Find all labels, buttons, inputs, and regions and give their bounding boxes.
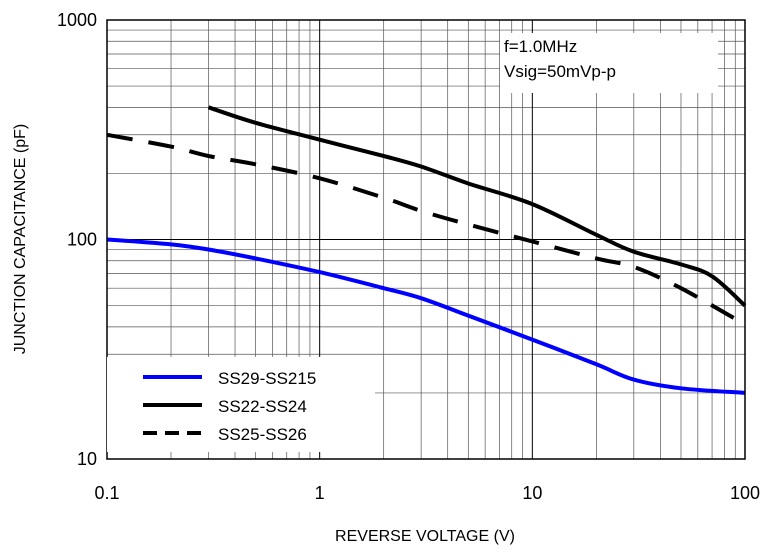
- x-tick-label: 1: [315, 483, 325, 503]
- x-axis-label: REVERSE VOLTAGE (V): [335, 528, 515, 545]
- y-axis-label: JUNCTION CAPACITANCE (pF): [12, 124, 29, 355]
- annotation-box: f=1.0MHz Vsig=50mVp-p: [500, 33, 718, 93]
- annotation-frequency: f=1.0MHz: [504, 37, 577, 56]
- x-tick-label: 100: [730, 483, 760, 503]
- annotation-signal: Vsig=50mVp-p: [504, 62, 616, 81]
- y-tick-label: 100: [67, 230, 97, 250]
- legend-label-ss22-ss24: SS22-SS24: [218, 397, 307, 416]
- series-line-ss22-ss24: [207, 105, 747, 308]
- series-layer: [106, 105, 747, 395]
- series-line-ss29-ss215: [106, 237, 746, 395]
- legend-label-ss25-ss26: SS25-SS26: [218, 425, 307, 444]
- tick-labels: 0.1 1 10 100 10 100 1000: [57, 10, 760, 503]
- series-line-ss25-ss26: [106, 132, 746, 327]
- legend-label-ss29-ss215: SS29-SS215: [218, 369, 316, 388]
- x-tick-label: 0.1: [94, 483, 119, 503]
- x-tick-label: 10: [522, 483, 542, 503]
- plot-frame: [106, 19, 746, 460]
- y-tick-label: 10: [77, 449, 97, 469]
- y-tick-label: 1000: [57, 10, 97, 30]
- legend: SS29-SS215 SS22-SS24 SS25-SS26: [107, 357, 375, 452]
